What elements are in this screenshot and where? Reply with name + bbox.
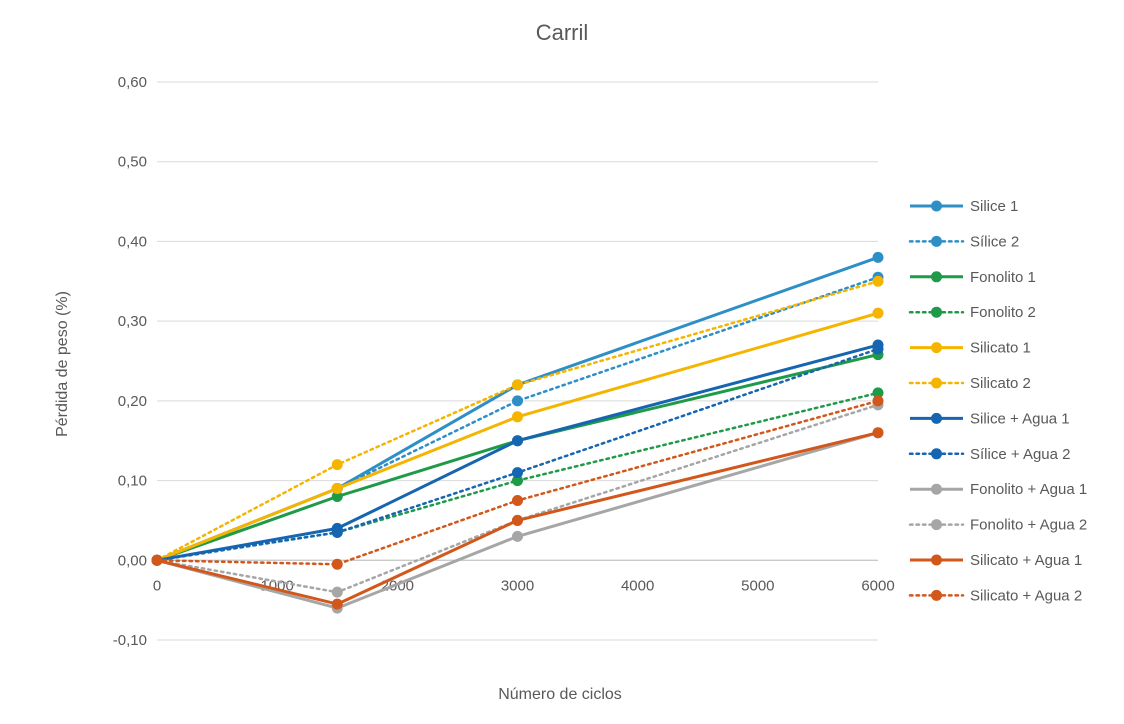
data-point: [512, 379, 523, 391]
legend-label: Fonolito 2: [970, 304, 1036, 321]
data-point: [872, 307, 884, 319]
legend-marker: [931, 448, 942, 460]
data-point: [872, 343, 884, 355]
legend-marker: [931, 589, 942, 601]
data-point: [331, 491, 343, 503]
x-tick-label: 3000: [501, 577, 534, 594]
gridlines: [157, 81, 878, 641]
series-line: [155, 347, 880, 562]
y-tick-label: 0,40: [118, 233, 147, 250]
data-point: [331, 526, 343, 538]
data-point: [331, 459, 343, 471]
series-line: [156, 431, 879, 606]
legend-marker: [931, 235, 942, 247]
legend-marker: [931, 412, 942, 424]
data-point: [331, 598, 343, 610]
legend-label: Silicato 1: [970, 340, 1031, 357]
data-point: [331, 483, 343, 495]
legend-label: Silicato 2: [970, 375, 1031, 392]
legend-marker: [931, 200, 942, 212]
series-line: [156, 431, 879, 610]
y-tick-label: 0,10: [118, 473, 147, 490]
data-point: [512, 495, 523, 506]
legend-marker: [931, 554, 942, 566]
series-line: [156, 311, 879, 562]
y-tick-label: 0,20: [118, 393, 147, 410]
data-point: [331, 586, 343, 598]
legend-label: Silicato + Agua 1: [970, 552, 1082, 569]
legend-marker: [931, 342, 942, 354]
legend-label: Fonolito + Agua 1: [970, 481, 1087, 498]
legend-label: Sílice + Agua 2: [970, 446, 1071, 463]
chart-title: Carril: [536, 20, 589, 45]
legend-label: Silice 1: [970, 198, 1018, 215]
data-point: [872, 395, 884, 407]
legend-marker: [931, 519, 942, 531]
data-point: [151, 554, 163, 566]
series-line: [156, 343, 879, 562]
y-tick-label: -0,10: [113, 632, 147, 649]
series-line: [156, 353, 879, 562]
data-point: [512, 467, 523, 479]
legend-label: Fonolito 1: [970, 269, 1036, 286]
legend-label: Silicato + Agua 2: [970, 587, 1082, 604]
data-point: [872, 427, 884, 439]
legend-marker: [931, 483, 942, 495]
legend: Silice 1 Sílice 2 Fonolito 1 Fonolito 2 Sili…: [908, 198, 1087, 604]
legend-marker: [931, 377, 942, 389]
legend-label: Fonolito + Agua 2: [970, 517, 1087, 534]
x-tick-label: 0: [153, 577, 161, 594]
data-point: [872, 251, 884, 263]
data-point: [512, 514, 523, 526]
legend-label: Silice + Agua 1: [970, 410, 1070, 427]
data-point: [512, 395, 523, 407]
y-tick-label: 0,00: [118, 552, 147, 569]
series-line: [155, 403, 880, 594]
series-lines: [151, 251, 884, 614]
x-tick-label: 5000: [741, 577, 774, 594]
data-point: [512, 530, 523, 542]
x-tick-label: 4000: [621, 577, 654, 594]
legend-label: Sílice 2: [970, 233, 1019, 250]
y-tick-label: 0,50: [118, 154, 147, 171]
y-tick-label: 0,60: [118, 74, 147, 91]
legend-marker: [931, 306, 942, 318]
series-line: [155, 399, 880, 566]
data-point: [512, 411, 523, 423]
x-tick-label: 6000: [861, 577, 894, 594]
data-point: [872, 387, 884, 399]
legend-marker: [931, 271, 942, 283]
x-axis-label: Número de ciclos: [498, 686, 622, 703]
series-line: [155, 280, 880, 562]
data-point: [872, 275, 884, 287]
data-point: [512, 475, 523, 487]
data-point: [512, 435, 523, 447]
y-tick-label: 0,30: [118, 313, 147, 330]
y-axis-label: Pérdida de peso (%): [54, 291, 71, 437]
data-point: [331, 558, 343, 570]
series-line: [156, 255, 879, 562]
